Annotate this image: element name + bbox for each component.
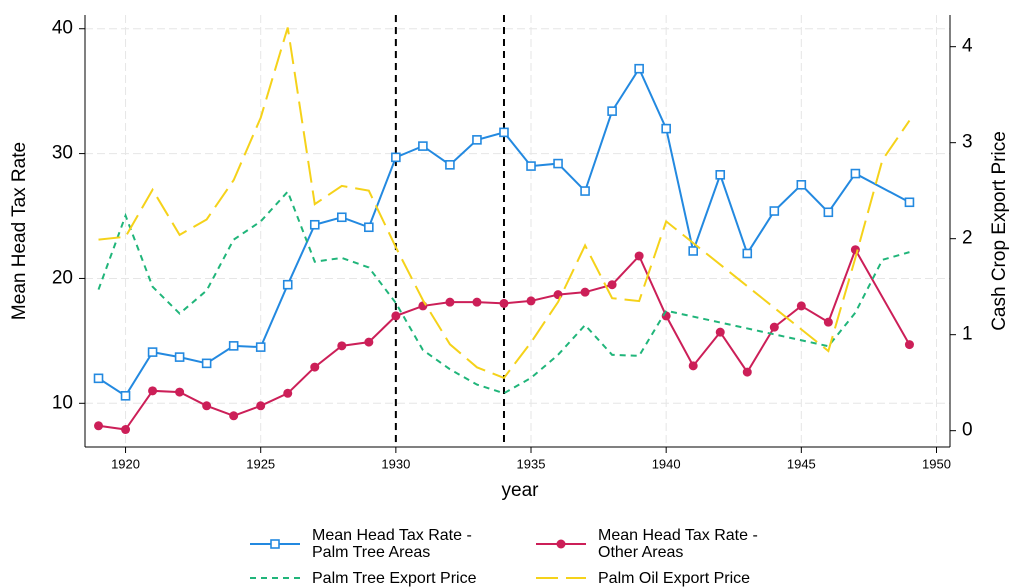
series-line: [97, 189, 910, 395]
marker: [715, 170, 726, 180]
x-tick-label: 1935: [517, 456, 546, 471]
marker: [850, 168, 861, 179]
y2-axis-title: Cash Crop Export Price: [989, 131, 1010, 331]
marker: [526, 296, 536, 306]
marker: [796, 301, 806, 311]
marker: [904, 340, 914, 350]
marker: [201, 358, 212, 369]
marker: [283, 388, 293, 398]
x-tick-label: 1945: [787, 456, 816, 471]
marker: [255, 342, 266, 352]
marker: [553, 290, 563, 300]
marker: [499, 298, 509, 308]
marker: [823, 207, 834, 218]
marker: [904, 197, 915, 208]
series-line: [98, 27, 911, 380]
marker: [256, 401, 266, 411]
x-tick-label: 1930: [381, 456, 410, 471]
legend-label: Palm Oil Export Price: [598, 570, 751, 587]
x-tick-label: 1950: [922, 456, 951, 471]
marker: [607, 106, 617, 116]
y2-tick-label: 2: [962, 228, 973, 249]
y2-tick-label: 1: [962, 324, 973, 345]
marker: [634, 63, 644, 74]
marker: [742, 367, 752, 377]
marker: [607, 280, 617, 290]
marker: [364, 222, 374, 233]
series: [97, 189, 910, 395]
marker: [228, 341, 239, 351]
marker: [499, 127, 509, 138]
marker: [742, 248, 753, 259]
marker: [472, 135, 482, 145]
marker: [310, 362, 320, 372]
x-tick-label: 1940: [652, 456, 681, 471]
marker: [120, 391, 131, 401]
marker: [202, 401, 212, 411]
marker: [336, 212, 347, 223]
marker: [282, 279, 293, 290]
x-tick-label: 1925: [246, 456, 275, 471]
marker: [823, 317, 833, 327]
marker: [688, 361, 698, 371]
marker: [121, 425, 131, 435]
marker: [147, 347, 158, 357]
marker: [688, 246, 699, 256]
legend-marker: [270, 539, 280, 549]
marker: [148, 386, 158, 396]
marker: [174, 352, 185, 362]
marker: [580, 186, 590, 196]
series: [98, 27, 911, 380]
marker: [94, 421, 104, 431]
y-tick-label: 20: [52, 267, 73, 288]
marker: [769, 206, 780, 216]
marker: [175, 387, 185, 397]
marker: [445, 297, 455, 307]
y-tick-label: 40: [52, 18, 73, 39]
marker: [337, 341, 347, 351]
marker: [445, 160, 455, 170]
marker: [309, 219, 320, 230]
marker: [715, 327, 725, 337]
marker: [769, 322, 779, 332]
legend-label: Mean Head Tax Rate - Other Areas: [598, 527, 758, 561]
y-tick-label: 30: [52, 143, 73, 164]
marker: [634, 251, 644, 261]
marker: [526, 161, 536, 171]
marker: [229, 411, 239, 421]
x-tick-label: 1920: [111, 456, 140, 471]
y2-tick-label: 4: [962, 36, 973, 57]
marker: [418, 141, 428, 151]
marker: [391, 311, 401, 321]
series: [93, 63, 915, 401]
y-tick-label: 10: [52, 392, 73, 413]
marker: [391, 152, 401, 163]
marker: [472, 297, 482, 307]
marker: [364, 337, 374, 347]
y-axis-title: Mean Head Tax Rate: [9, 142, 30, 320]
x-axis-title: year: [502, 480, 540, 501]
marker: [93, 373, 104, 384]
legend-label: Palm Tree Export Price: [312, 570, 477, 587]
series-line: [98, 247, 911, 431]
y2-tick-label: 3: [962, 132, 973, 153]
legend-label: Mean Head Tax Rate - Palm Tree Areas: [312, 527, 472, 561]
marker: [418, 301, 428, 311]
marker: [661, 311, 671, 321]
marker: [850, 245, 860, 255]
marker: [796, 180, 807, 190]
legend-marker: [556, 539, 566, 549]
marker: [661, 123, 671, 134]
marker: [553, 158, 563, 169]
y2-tick-label: 0: [962, 420, 973, 441]
marker: [580, 287, 590, 297]
